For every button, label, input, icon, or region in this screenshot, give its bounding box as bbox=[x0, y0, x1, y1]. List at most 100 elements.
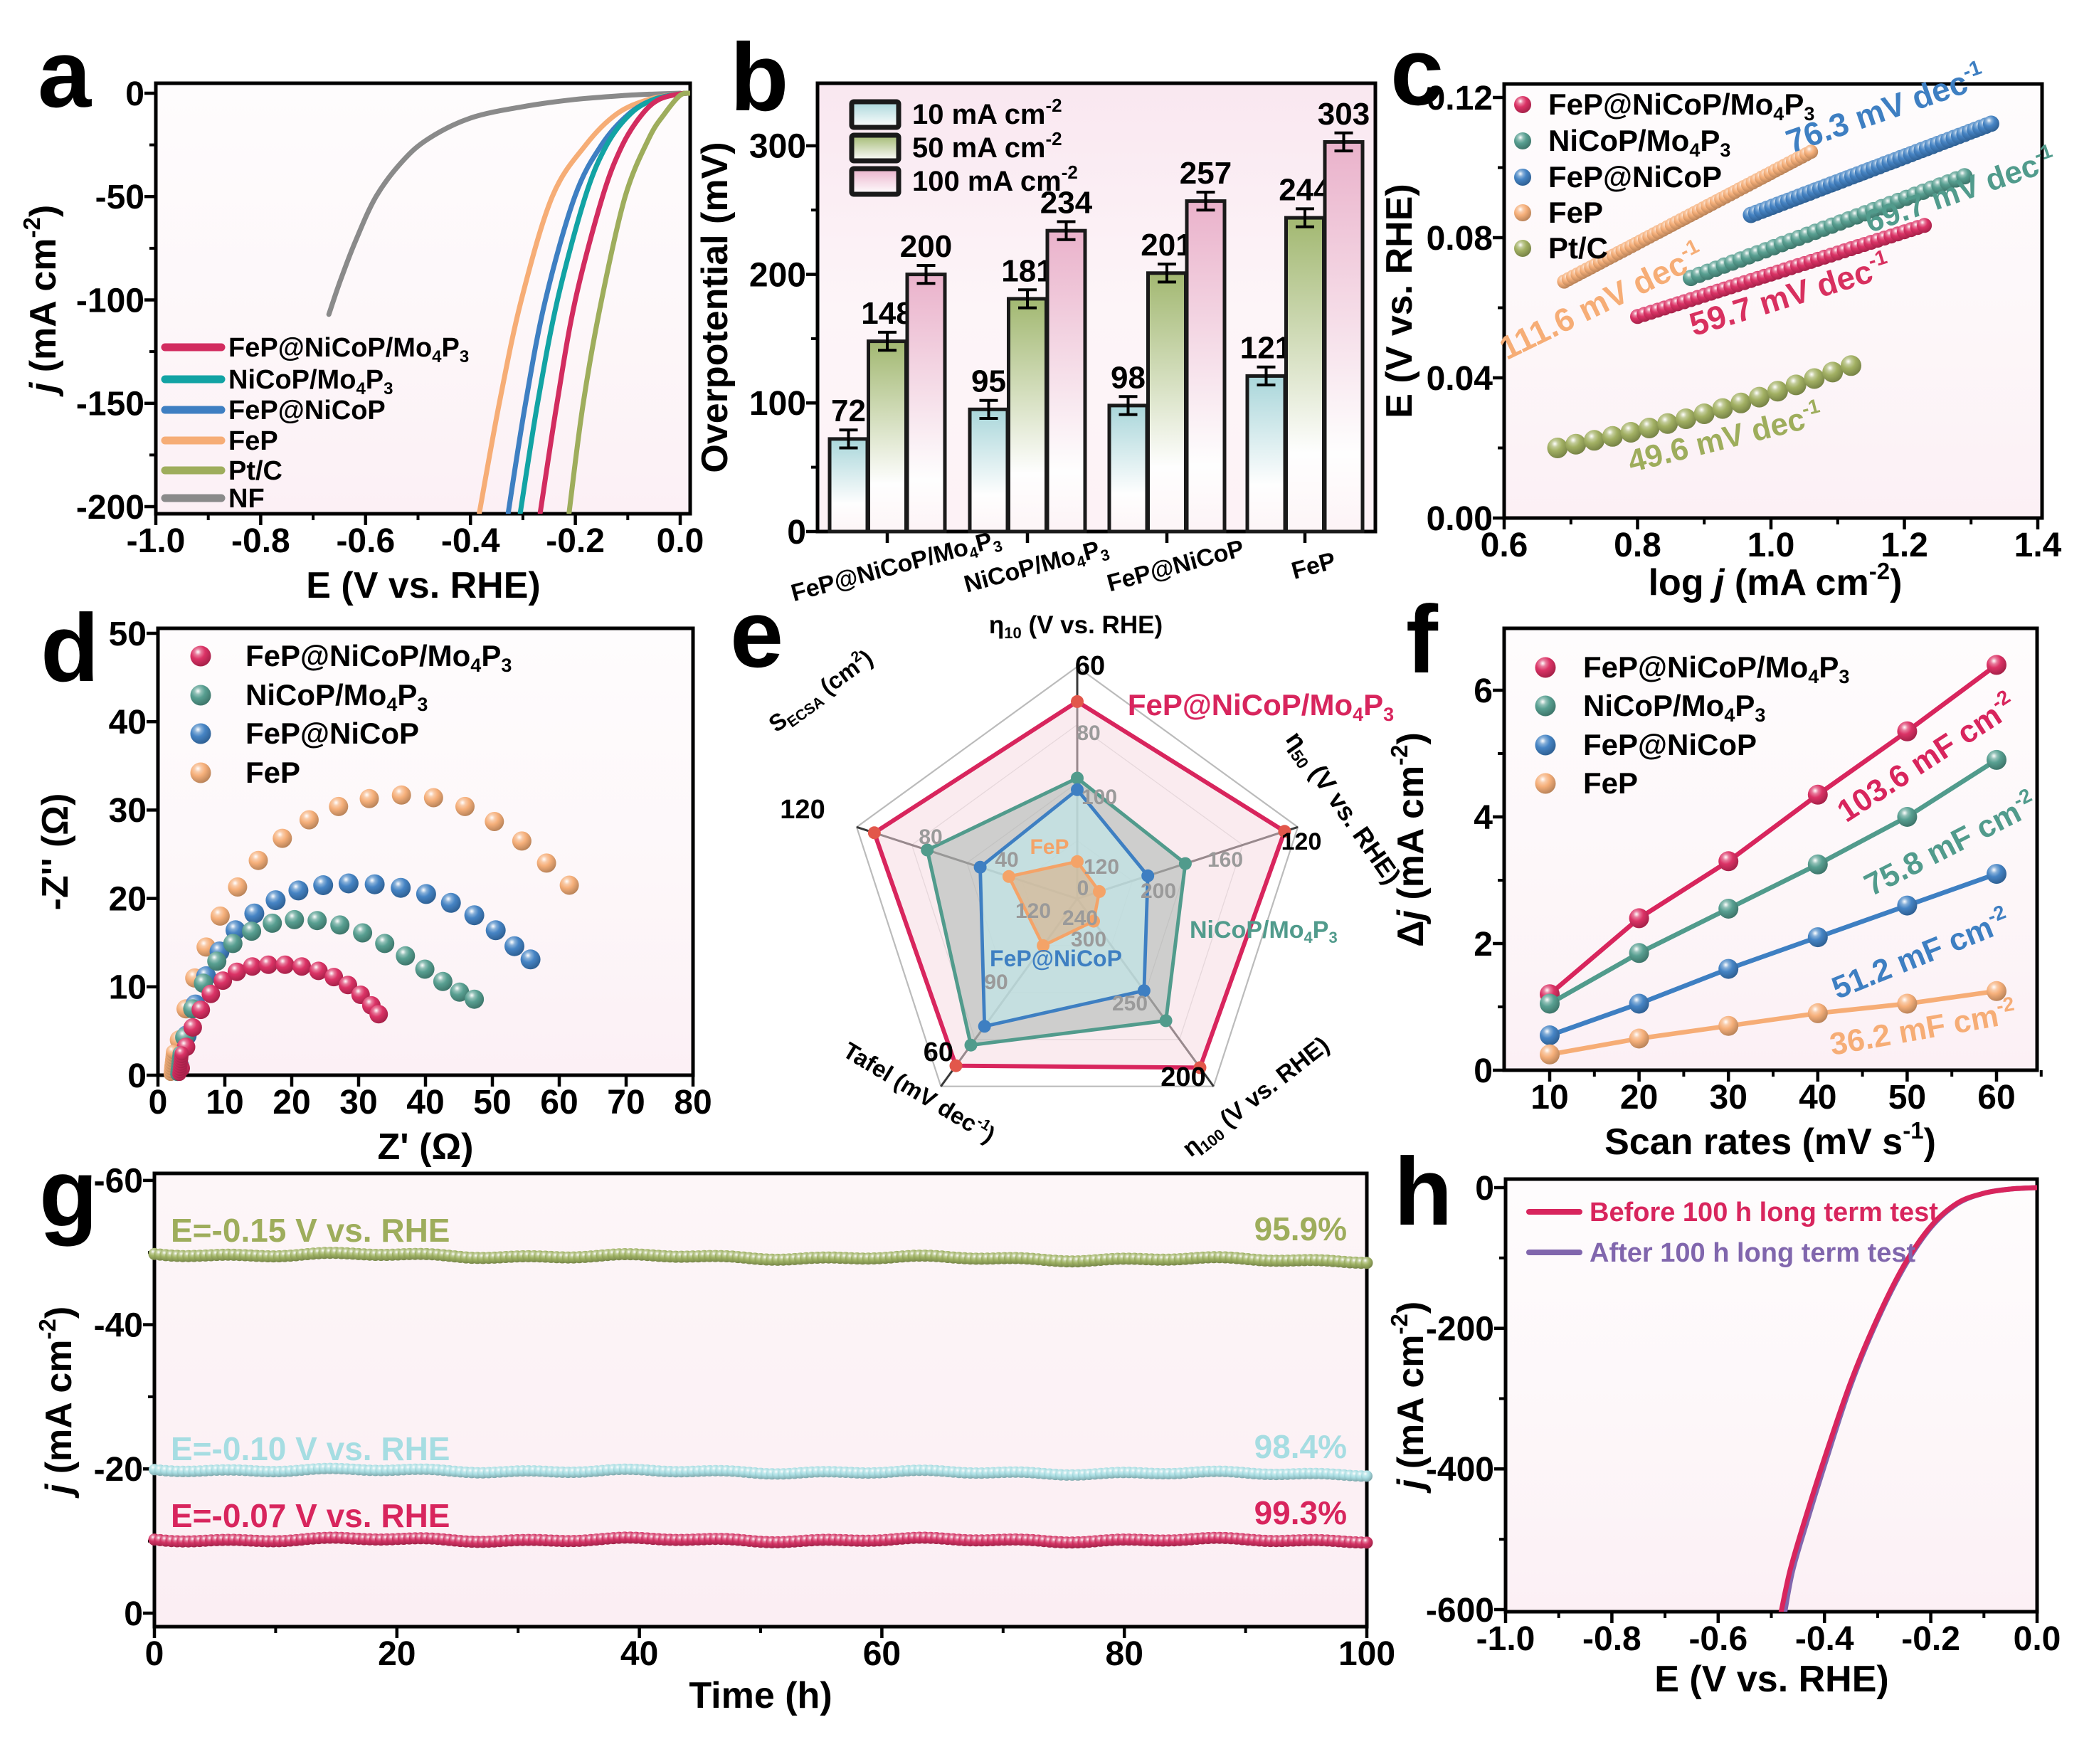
svg-text:240: 240 bbox=[1062, 907, 1098, 930]
svg-text:0: 0 bbox=[145, 1635, 164, 1673]
svg-text:After 100 h long term test: After 100 h long term test bbox=[1590, 1238, 1916, 1268]
svg-text:20: 20 bbox=[273, 1084, 310, 1121]
svg-text:10 mA cm-2​: 10 mA cm-2​ bbox=[912, 95, 1062, 130]
svg-text:-0.4: -0.4 bbox=[441, 522, 500, 560]
svg-text:Overpotential (mV): Overpotential (mV) bbox=[694, 142, 736, 472]
svg-text:100 mA cm-2​: 100 mA cm-2​ bbox=[912, 162, 1078, 197]
svg-text:72: 72 bbox=[831, 394, 866, 428]
svg-text:120: 120 bbox=[1015, 899, 1051, 923]
svg-text:0.0: 0.0 bbox=[657, 522, 704, 560]
svg-text:60: 60 bbox=[1075, 651, 1105, 681]
svg-text:Time (h): Time (h) bbox=[689, 1675, 832, 1716]
svg-text:NiCoP/Mo4​P3​: NiCoP/Mo4​P3​ bbox=[1548, 124, 1730, 161]
svg-text:60: 60 bbox=[1977, 1079, 2015, 1116]
svg-text:0: 0 bbox=[1475, 1170, 1494, 1208]
svg-text:FeP: FeP bbox=[245, 756, 300, 789]
svg-text:120: 120 bbox=[1281, 828, 1322, 855]
svg-text:0: 0 bbox=[149, 1084, 168, 1121]
svg-text:-0.6: -0.6 bbox=[336, 522, 395, 560]
svg-text:148: 148 bbox=[861, 296, 913, 331]
svg-text:0.12: 0.12 bbox=[1427, 80, 1493, 117]
svg-text:40: 40 bbox=[1799, 1079, 1836, 1116]
svg-text:FeP: FeP bbox=[1583, 766, 1638, 800]
svg-text:FeP@NiCoP/Mo4​P3​: FeP@NiCoP/Mo4​P3​ bbox=[1548, 88, 1814, 125]
svg-text:-Z'' (Ω): -Z'' (Ω) bbox=[35, 793, 76, 911]
svg-text:80: 80 bbox=[1077, 722, 1100, 745]
svg-text:50: 50 bbox=[473, 1084, 511, 1121]
svg-text:40: 40 bbox=[406, 1084, 444, 1121]
svg-text:E=-0.10 V vs. RHE: E=-0.10 V vs. RHE bbox=[171, 1430, 450, 1467]
svg-text:-200: -200 bbox=[76, 489, 144, 527]
svg-text:120: 120 bbox=[1084, 855, 1119, 879]
svg-text:FeP@NiCoP: FeP@NiCoP bbox=[228, 396, 386, 426]
svg-text:200: 200 bbox=[1141, 880, 1176, 903]
svg-text:d: d bbox=[41, 594, 99, 702]
svg-text:-400: -400 bbox=[1426, 1451, 1494, 1489]
svg-text:244: 244 bbox=[1279, 172, 1331, 207]
svg-text:80: 80 bbox=[1106, 1635, 1143, 1673]
svg-text:b: b bbox=[730, 23, 788, 131]
svg-text:95.9%: 95.9% bbox=[1254, 1210, 1347, 1247]
svg-text:-0.6: -0.6 bbox=[1688, 1620, 1747, 1658]
svg-text:0.08: 0.08 bbox=[1427, 220, 1493, 258]
svg-text:121: 121 bbox=[1240, 331, 1292, 366]
svg-text:2: 2 bbox=[1474, 926, 1493, 963]
svg-text:-100: -100 bbox=[76, 282, 144, 319]
svg-text:257: 257 bbox=[1180, 156, 1232, 191]
svg-text:j (mA cm-2​): j (mA cm-2​) bbox=[34, 1306, 80, 1499]
svg-text:FeP@NiCoP/Mo4​P3​: FeP@NiCoP/Mo4​P3​ bbox=[228, 333, 469, 366]
svg-text:200: 200 bbox=[900, 229, 952, 264]
svg-text:FeP@NiCoP: FeP@NiCoP bbox=[990, 946, 1122, 971]
svg-text:10: 10 bbox=[1530, 1079, 1568, 1116]
svg-text:201: 201 bbox=[1141, 228, 1193, 263]
svg-text:50 mA cm-2​: 50 mA cm-2​ bbox=[912, 128, 1062, 164]
svg-text:30: 30 bbox=[1710, 1079, 1747, 1116]
svg-text:120: 120 bbox=[780, 795, 825, 825]
svg-text:j (mA cm-2​): j (mA cm-2​) bbox=[18, 205, 64, 397]
svg-text:Z' (Ω): Z' (Ω) bbox=[378, 1126, 474, 1168]
svg-text:200: 200 bbox=[749, 256, 806, 294]
svg-text:Scan rates (mV s-1​): Scan rates (mV s-1​) bbox=[1604, 1117, 1936, 1163]
svg-text:h: h bbox=[1394, 1138, 1452, 1245]
svg-text:60: 60 bbox=[863, 1635, 901, 1673]
svg-text:80: 80 bbox=[674, 1084, 712, 1121]
svg-text:80: 80 bbox=[919, 825, 942, 849]
svg-text:E (V vs. RHE): E (V vs. RHE) bbox=[306, 565, 540, 606]
svg-text:FeP@NiCoP: FeP@NiCoP bbox=[1583, 728, 1757, 761]
svg-text:FeP@NiCoP: FeP@NiCoP bbox=[245, 717, 419, 750]
svg-text:60: 60 bbox=[924, 1037, 953, 1067]
svg-text:40: 40 bbox=[620, 1635, 658, 1673]
svg-text:10: 10 bbox=[206, 1084, 243, 1121]
svg-text:FeP@NiCoP/Mo4​P3​: FeP@NiCoP/Mo4​P3​ bbox=[245, 639, 512, 676]
svg-text:303: 303 bbox=[1318, 97, 1370, 132]
svg-text:160: 160 bbox=[1207, 848, 1243, 872]
svg-text:j (mA cm-2​): j (mA cm-2​) bbox=[1386, 1301, 1432, 1494]
svg-text:70: 70 bbox=[607, 1084, 645, 1121]
svg-text:FeP: FeP bbox=[1548, 196, 1603, 229]
svg-text:100: 100 bbox=[749, 385, 806, 423]
svg-text:Pt/C: Pt/C bbox=[1548, 231, 1608, 265]
svg-text:1.4: 1.4 bbox=[2014, 527, 2062, 564]
svg-text:200: 200 bbox=[1160, 1062, 1205, 1092]
svg-text:E=-0.07 V vs. RHE: E=-0.07 V vs. RHE bbox=[171, 1497, 450, 1534]
svg-text:0.8: 0.8 bbox=[1614, 527, 1661, 564]
svg-text:-20: -20 bbox=[94, 1451, 143, 1489]
svg-text:log j (mA cm-2​): log j (mA cm-2​) bbox=[1649, 558, 1903, 603]
svg-text:100: 100 bbox=[1338, 1635, 1395, 1673]
svg-text:-40: -40 bbox=[94, 1306, 143, 1344]
svg-text:300: 300 bbox=[1071, 928, 1106, 951]
svg-text:99.3%: 99.3% bbox=[1254, 1494, 1347, 1531]
svg-text:c: c bbox=[1390, 18, 1444, 125]
svg-text:-600: -600 bbox=[1426, 1592, 1494, 1630]
svg-text:0.04: 0.04 bbox=[1427, 360, 1493, 398]
svg-text:30: 30 bbox=[339, 1084, 377, 1121]
svg-text:FeP@NiCoP/Mo4​P3​: FeP@NiCoP/Mo4​P3​ bbox=[1583, 650, 1849, 687]
svg-text:NiCoP/Mo4​P3​: NiCoP/Mo4​P3​ bbox=[245, 678, 428, 715]
svg-text:e: e bbox=[730, 580, 783, 687]
svg-text:η10​ (V vs. RHE): η10​ (V vs. RHE) bbox=[989, 611, 1163, 642]
svg-text:181: 181 bbox=[1001, 253, 1053, 288]
svg-text:40: 40 bbox=[995, 848, 1018, 872]
svg-text:Pt/C: Pt/C bbox=[228, 456, 282, 486]
svg-text:NiCoP/Mo4​P3​: NiCoP/Mo4​P3​ bbox=[228, 365, 393, 398]
svg-text:-0.2: -0.2 bbox=[1901, 1620, 1960, 1658]
